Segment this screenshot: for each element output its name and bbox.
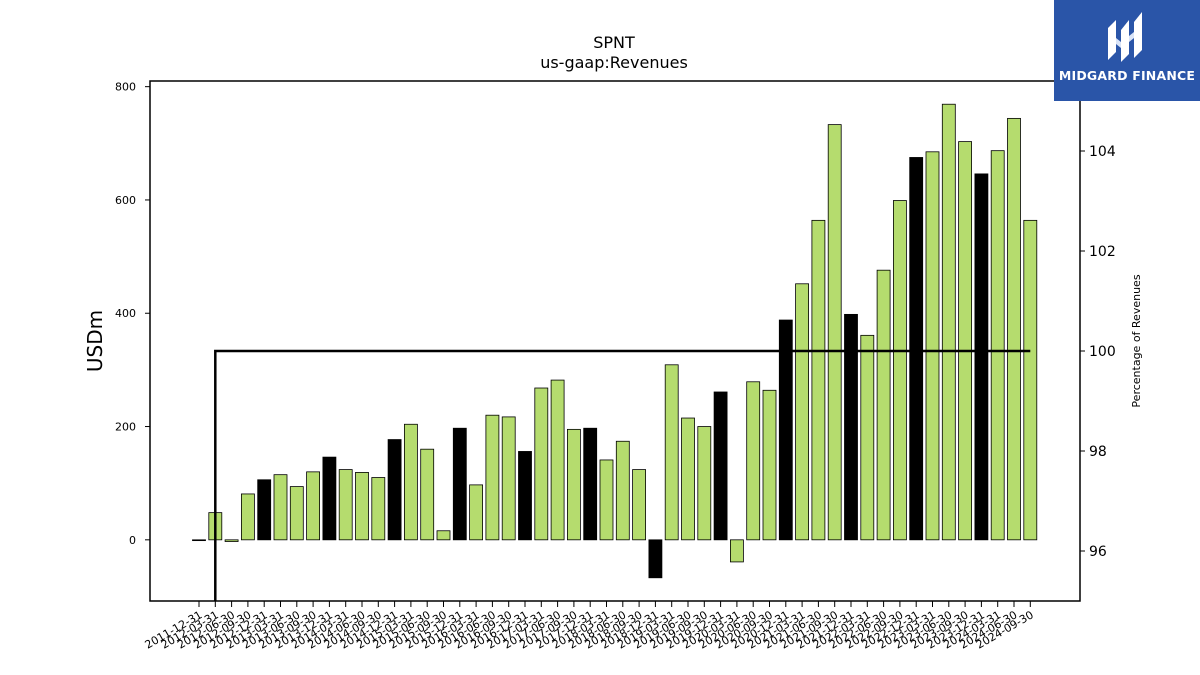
bar <box>420 448 435 541</box>
bar <box>322 456 337 541</box>
bar <box>387 439 402 541</box>
y2-tick-label: 100 <box>1089 344 1116 360</box>
bar <box>355 472 369 541</box>
bar <box>762 389 777 541</box>
midgard-finance-logo: MIDGARD FINANCE <box>1054 0 1200 101</box>
percentage-line <box>214 349 1031 601</box>
bar <box>518 451 532 541</box>
bar <box>583 427 598 541</box>
bar <box>746 381 761 541</box>
bar <box>795 283 809 541</box>
bar <box>632 469 646 541</box>
bar <box>567 428 581 541</box>
bar <box>1023 219 1038 541</box>
bar <box>941 103 956 541</box>
bar <box>827 124 842 541</box>
y-tick-label: 400 <box>115 307 136 320</box>
bar <box>778 319 793 541</box>
y2-tick-label: 98 <box>1089 444 1107 460</box>
bar <box>599 459 614 541</box>
bar <box>289 486 304 541</box>
bar <box>615 440 630 541</box>
bar <box>240 493 255 541</box>
bar <box>469 484 484 541</box>
bar <box>550 379 565 541</box>
bar <box>990 150 1005 541</box>
bar <box>876 269 891 541</box>
bar <box>860 334 875 541</box>
bar <box>436 530 451 541</box>
bar <box>697 426 712 541</box>
y-tick-label: 800 <box>115 81 136 94</box>
y-tick-label: 200 <box>115 421 136 434</box>
bar <box>192 539 206 542</box>
y2-axis-label: Percentage of Revenues <box>1130 274 1143 407</box>
bar <box>844 313 858 541</box>
bar <box>224 539 239 542</box>
y-tick-label: 0 <box>129 534 136 547</box>
y2-tick-label: 96 <box>1089 544 1107 560</box>
bar <box>371 477 386 541</box>
bar <box>338 469 353 541</box>
logo-text: MIDGARD FINANCE <box>1058 68 1196 83</box>
bar <box>306 471 321 541</box>
bar <box>811 219 826 541</box>
bar <box>648 539 663 579</box>
bar <box>730 539 744 563</box>
bar <box>893 200 907 541</box>
plot-frame <box>149 80 1081 602</box>
bar <box>257 479 272 541</box>
bar <box>452 427 467 541</box>
bar <box>534 387 549 541</box>
y2-tick-label: 104 <box>1089 144 1116 160</box>
bar <box>909 157 924 541</box>
bar <box>485 414 500 541</box>
chart-subtitle: us-gaap:Revenues <box>540 53 688 72</box>
bar <box>1007 117 1021 541</box>
y-tick-label: 600 <box>115 194 136 207</box>
bar <box>501 416 516 541</box>
y2-tick-label: 102 <box>1089 244 1116 260</box>
bar <box>713 391 728 541</box>
bar <box>958 141 972 541</box>
bar <box>273 474 288 541</box>
y-axis-label: USDm <box>83 310 107 372</box>
chart-title: SPNT <box>593 33 635 52</box>
bar <box>664 364 679 541</box>
bar <box>681 417 695 541</box>
bar <box>925 151 940 541</box>
bar <box>974 173 989 541</box>
midgard-m-icon <box>1108 12 1142 62</box>
bar <box>403 423 418 541</box>
